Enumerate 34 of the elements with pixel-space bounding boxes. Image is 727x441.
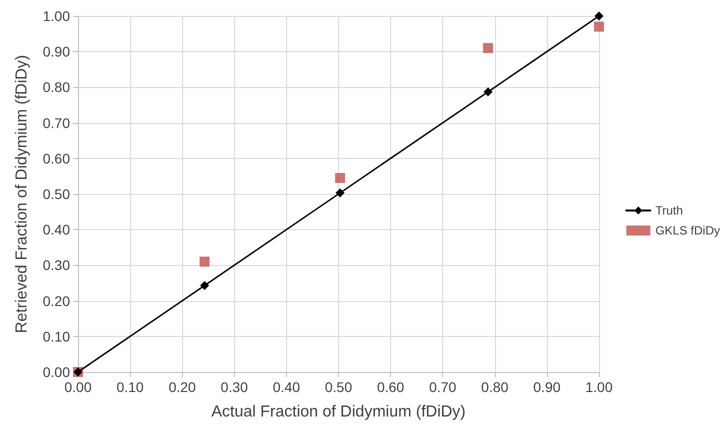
x-tick-label: 0.40: [272, 379, 300, 395]
point: [200, 280, 210, 290]
x-axis-title: Actual Fraction of Didymium (fDiDy): [211, 404, 466, 420]
y-tick-label: 0.60: [42, 150, 70, 166]
legend-label: GKLS fDiDy: [655, 224, 720, 238]
y-tick-label: 0.20: [42, 292, 70, 309]
x-tick-label: 0.10: [116, 379, 144, 395]
x-tick-label: 0.60: [376, 379, 404, 395]
x-tick-label: 0.30: [220, 379, 248, 395]
y-tick-label: 0.50: [42, 186, 70, 202]
point: [483, 43, 494, 54]
point: [484, 87, 493, 96]
y-tick-label: 0.40: [42, 222, 70, 238]
y-tick-label: 0.00: [42, 364, 70, 380]
point: [336, 188, 345, 198]
point: [335, 172, 346, 183]
x-tick-label: 1.00: [585, 379, 613, 395]
point: [200, 256, 210, 267]
x-tick-label: 0.90: [533, 379, 561, 395]
y-tick-label: 0.30: [42, 257, 70, 274]
point: [594, 22, 604, 32]
x-tick-label: 0.50: [324, 379, 352, 395]
y-tick-label: 0.80: [42, 79, 70, 96]
x-tick-label: 0.80: [481, 379, 509, 395]
y-tick-label: 0.70: [42, 114, 70, 131]
x-tick-label: 0.00: [64, 379, 92, 395]
y-tick-label: 0.90: [42, 44, 70, 60]
y-tick-label: 1.00: [42, 8, 70, 24]
x-tick-label: 0.20: [168, 379, 196, 395]
y-tick-label: 0.10: [42, 328, 70, 344]
point: [594, 12, 604, 20]
legend-label: Truth: [655, 204, 683, 218]
x-tick-label: 0.70: [429, 379, 457, 395]
y-axis-title: Retrieved Fraction of Didymium (fDiDy): [14, 54, 30, 334]
